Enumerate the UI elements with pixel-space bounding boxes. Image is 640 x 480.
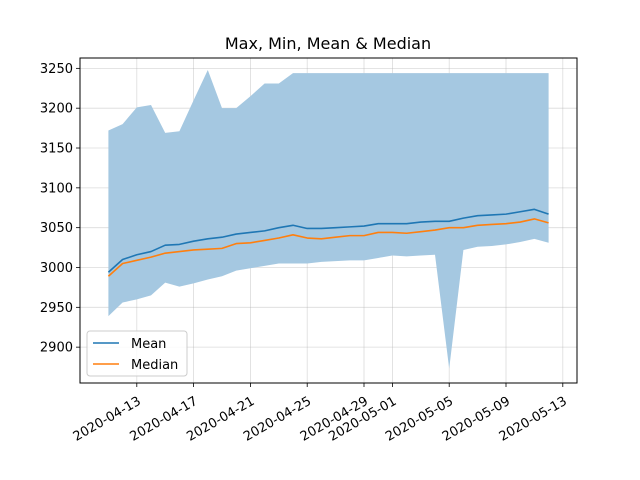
y-tick-label: 3250 xyxy=(40,62,73,77)
plot-area xyxy=(79,57,578,384)
series-layer xyxy=(107,208,549,277)
legend-label-median: Median xyxy=(131,358,178,373)
series-line-mean xyxy=(107,208,549,273)
band-layer xyxy=(108,69,549,369)
y-tick-label: 3150 xyxy=(40,142,73,157)
min-max-band xyxy=(108,69,549,369)
series-line-median xyxy=(107,218,549,277)
y-tick-label: 3050 xyxy=(40,221,73,236)
y-tick-label: 2950 xyxy=(40,301,73,316)
y-tick-label: 2900 xyxy=(40,341,73,356)
chart-title: Max, Min, Mean & Median xyxy=(225,34,431,53)
y-axis: 2900 2950 3000 3050 3100 3150 3200 3250 xyxy=(40,62,80,356)
y-tick-label: 3000 xyxy=(40,261,73,276)
legend-label-mean: Mean xyxy=(131,337,166,352)
y-tick-label: 3100 xyxy=(40,181,73,196)
y-tick-label: 3200 xyxy=(40,102,73,117)
legend: Mean Median xyxy=(86,330,188,377)
